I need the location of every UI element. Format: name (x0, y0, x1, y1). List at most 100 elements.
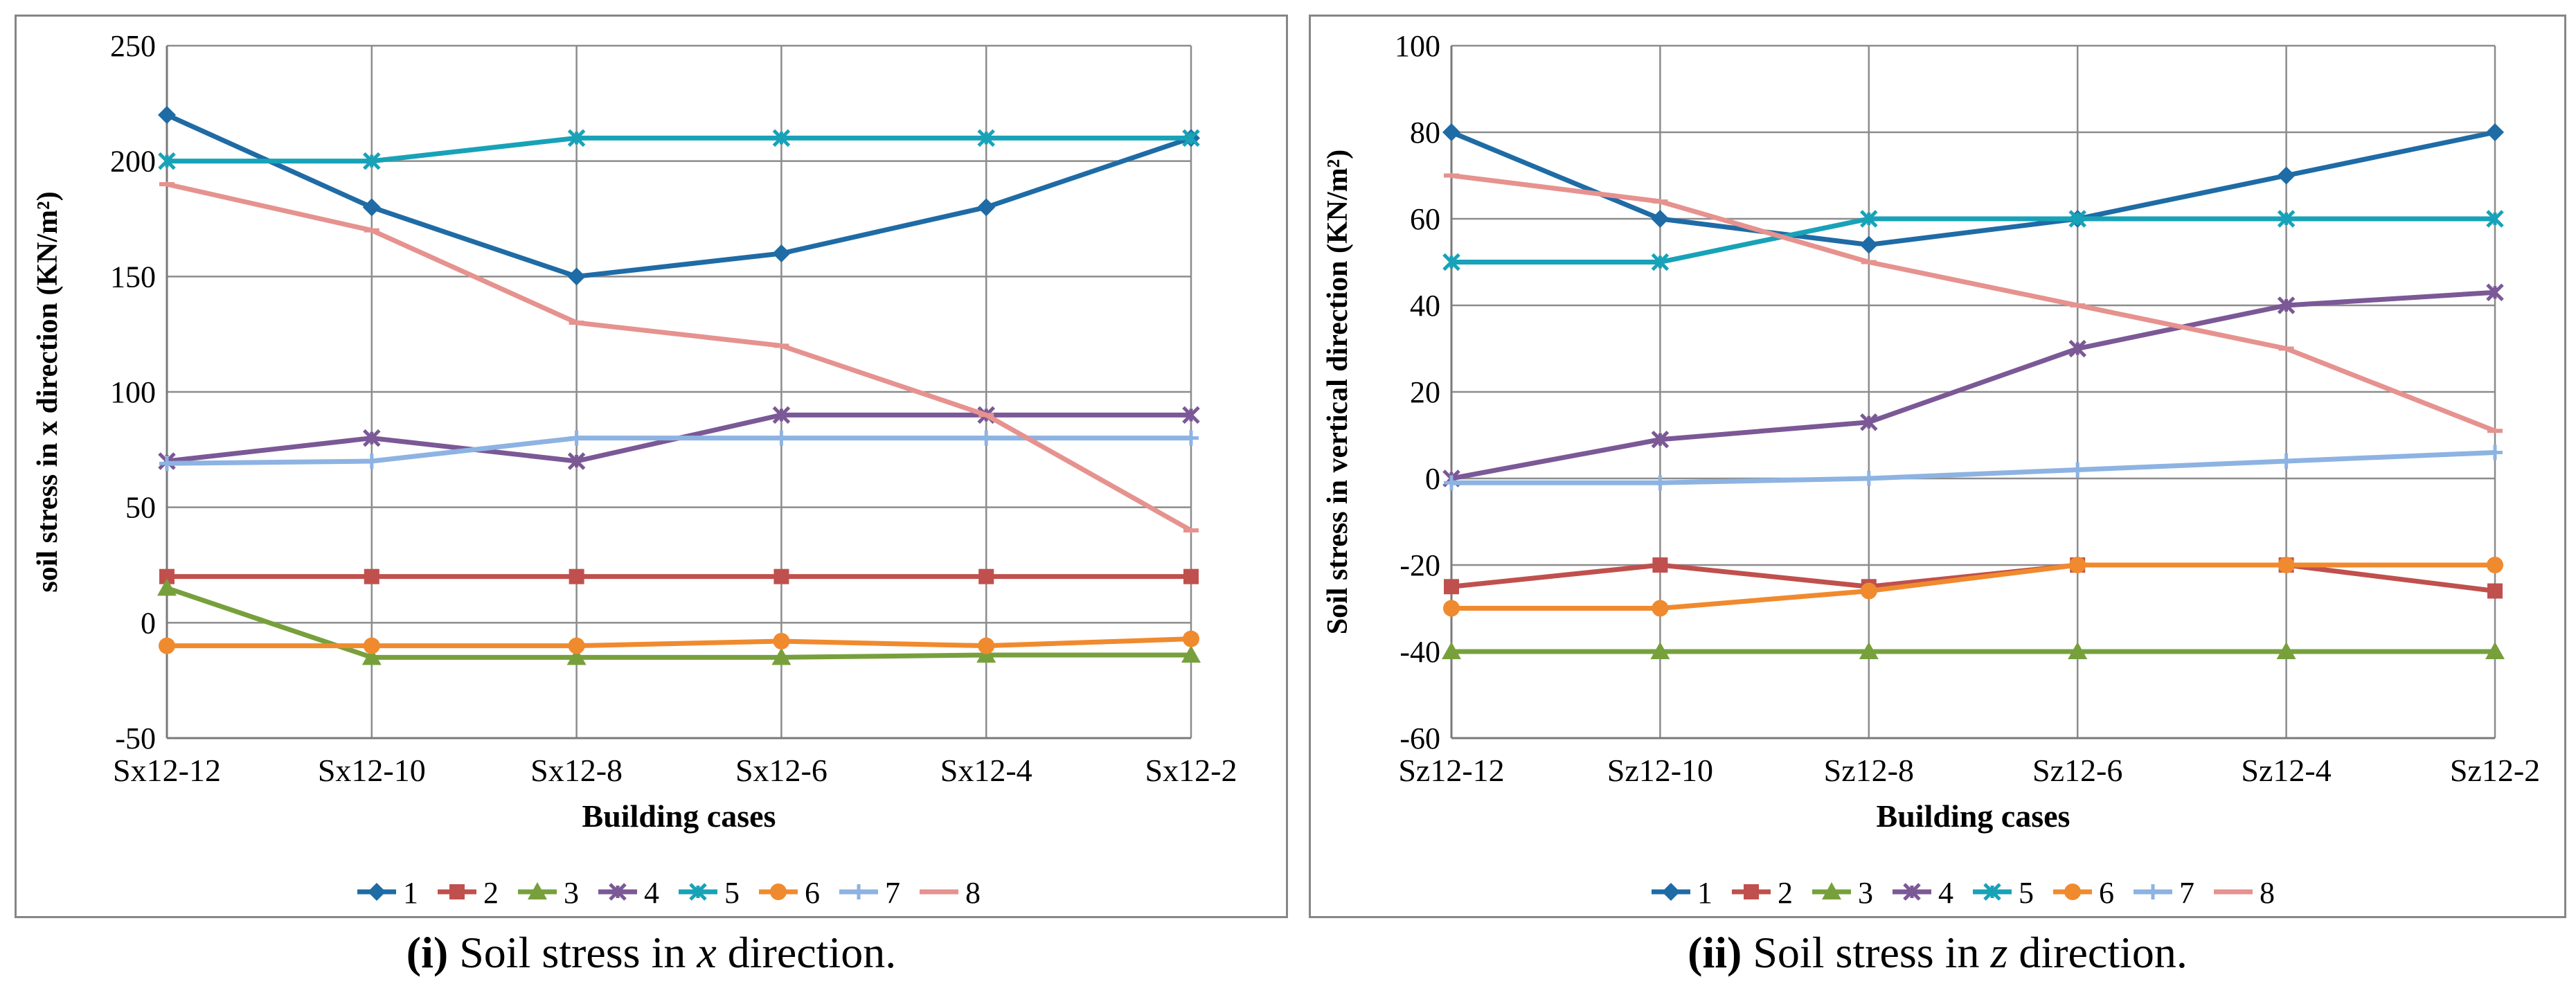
data-point (773, 430, 789, 446)
x-tick-label: Sz12-2 (2450, 753, 2540, 788)
data-point (2277, 210, 2296, 228)
series-line (1449, 450, 2498, 485)
data-point (1861, 260, 1877, 265)
legend-item: 3 (518, 876, 579, 910)
data-point (1443, 600, 1460, 617)
legend-swatch-marker (1822, 882, 1841, 899)
x-tick-label: Sx12-2 (1145, 753, 1237, 788)
legend-label: 4 (1938, 876, 1953, 910)
y-tick-label: 60 (1410, 202, 1440, 236)
data-point (2278, 454, 2294, 469)
data-point (1444, 475, 1459, 491)
y-tick-label: 50 (125, 491, 156, 525)
y-tick-label: 20 (1410, 375, 1440, 409)
legend-swatch-marker (528, 882, 547, 899)
caption-text: Soil stress in (448, 928, 697, 977)
legend-label: 1 (1697, 876, 1712, 910)
data-point (2070, 462, 2086, 478)
legend-swatch-marker (851, 884, 866, 899)
x-tick-label: Sz12-10 (1607, 753, 1713, 788)
series-8 (159, 181, 1199, 533)
data-point (2278, 557, 2295, 573)
legend-item: 7 (2134, 876, 2194, 910)
data-point (1860, 413, 1878, 431)
series-line (1449, 129, 2498, 247)
data-point (978, 430, 994, 446)
y-tick-label: -60 (1399, 721, 1440, 755)
series-5 (158, 129, 1200, 170)
data-point (978, 568, 994, 584)
x-tick-label: Sz12-8 (1824, 753, 1914, 788)
data-point (2068, 210, 2086, 228)
data-point (364, 228, 379, 233)
series-7 (159, 430, 1199, 472)
data-point (569, 430, 584, 446)
data-point (1651, 210, 1670, 228)
data-point (1861, 471, 1877, 486)
legend-label: 2 (483, 876, 499, 910)
data-point (2277, 296, 2296, 314)
legend-swatch-marker (689, 883, 707, 901)
data-point (2486, 210, 2504, 228)
data-point (1181, 645, 1201, 663)
data-point (772, 129, 791, 147)
data-point (159, 568, 175, 584)
y-axis-title: Soil stress in vertical direction (KN/m²… (1322, 150, 1354, 634)
series-line (1449, 289, 2498, 481)
data-point (1860, 210, 1878, 228)
y-tick-label: 250 (110, 29, 156, 63)
data-point (2276, 642, 2296, 659)
caption-label: (ii) (1688, 928, 1742, 977)
data-point (159, 637, 175, 654)
data-point (2485, 642, 2505, 659)
series-line (164, 181, 1194, 533)
data-point (1442, 123, 1460, 141)
data-point (2068, 642, 2088, 659)
data-point (569, 321, 584, 325)
data-point (773, 633, 790, 649)
legend-item: 5 (679, 876, 740, 910)
x-tick-label: Sx12-12 (113, 753, 221, 788)
series-line (1449, 173, 2498, 433)
legend-item: 8 (920, 876, 981, 910)
legend-item: 2 (438, 876, 499, 910)
caption-text-end: direction. (2007, 928, 2188, 977)
data-point (2278, 346, 2294, 351)
legend-item: 8 (2214, 876, 2275, 910)
legend-item: 5 (1973, 876, 2034, 910)
data-point (773, 343, 789, 348)
chart-z-direction: -60 -40 -20 0 20 40 60 80 100 Sz12-12 Sz12-10 Sz12-… (1322, 29, 2540, 910)
data-point (771, 647, 791, 665)
data-point (159, 456, 175, 472)
data-point (1860, 582, 1877, 600)
legend-swatch-marker (931, 890, 947, 894)
caption-text: Soil stress in (1742, 928, 1991, 977)
x-tick-label: Sx12-10 (318, 753, 426, 788)
y-tick-label: 40 (1410, 289, 1440, 323)
legend-item: 1 (357, 876, 418, 910)
legend-item: 4 (1893, 876, 1953, 910)
y-tick-label: 100 (110, 375, 156, 409)
series-line (1449, 216, 2498, 265)
legend-item: 4 (598, 876, 659, 910)
data-point (1182, 406, 1200, 424)
data-point (567, 129, 586, 147)
data-point (1442, 642, 1461, 659)
data-point (567, 452, 586, 470)
data-point (1183, 630, 1199, 647)
data-point (1651, 253, 1670, 271)
data-point (363, 637, 380, 654)
chart-panel-x: -50 0 50 100 150 200 250 Sx12-12 Sx12-10 Sx12-8 Sx… (15, 15, 1288, 918)
legend-label: 5 (2019, 876, 2034, 910)
legend-label: 7 (2179, 876, 2194, 910)
chart-x-direction: -50 0 50 100 150 200 250 Sx12-12 Sx12-10 Sx12-8 Sx… (32, 29, 1237, 910)
legend-label: 7 (885, 876, 900, 910)
data-point (1650, 642, 1670, 659)
caption-x: (i) Soil stress in x direction. (15, 925, 1288, 980)
data-point (569, 568, 584, 584)
legend-swatch-marker (609, 883, 627, 901)
data-point (1183, 528, 1199, 532)
series-5 (1442, 210, 2504, 271)
data-point (1652, 557, 1668, 573)
legend-swatch-marker (2226, 890, 2241, 894)
